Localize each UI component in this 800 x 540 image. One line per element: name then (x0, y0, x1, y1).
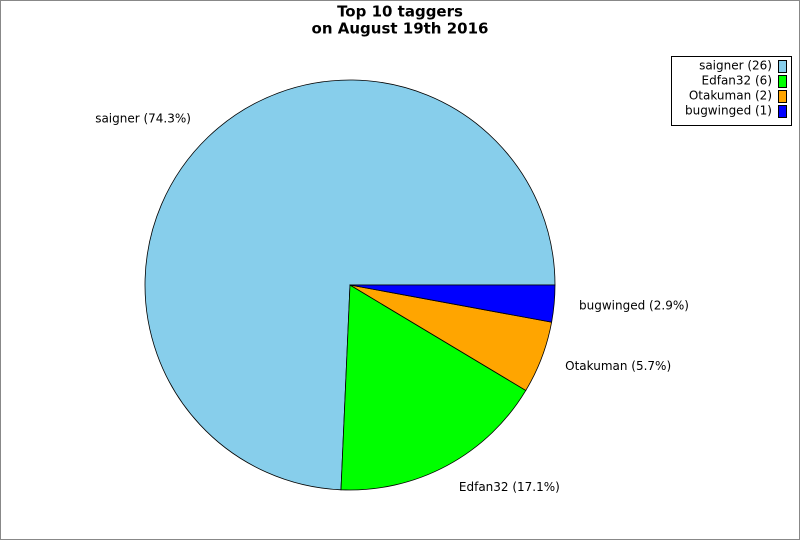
slice-label: saigner (74.3%) (95, 111, 191, 125)
slice-label: Edfan32 (17.1%) (459, 480, 560, 494)
chart-title: Top 10 taggers (337, 3, 463, 21)
slice-label: Otakuman (5.7%) (565, 359, 671, 373)
legend-swatch (778, 60, 787, 73)
legend-label: Otakuman (2) (689, 89, 772, 103)
legend-box (671, 56, 792, 126)
legend-label: Edfan32 (6) (702, 74, 772, 88)
legend-swatch (778, 90, 787, 103)
legend-label: bugwinged (1) (685, 104, 772, 118)
slice-label: bugwinged (2.9%) (579, 298, 689, 312)
pie-slice (340, 284, 527, 491)
pie-slice (349, 284, 556, 323)
legend-label: saigner (26) (699, 59, 772, 73)
legend-swatch (778, 75, 787, 88)
chart-subtitle: on August 19th 2016 (312, 20, 489, 38)
legend-swatch (778, 105, 787, 118)
